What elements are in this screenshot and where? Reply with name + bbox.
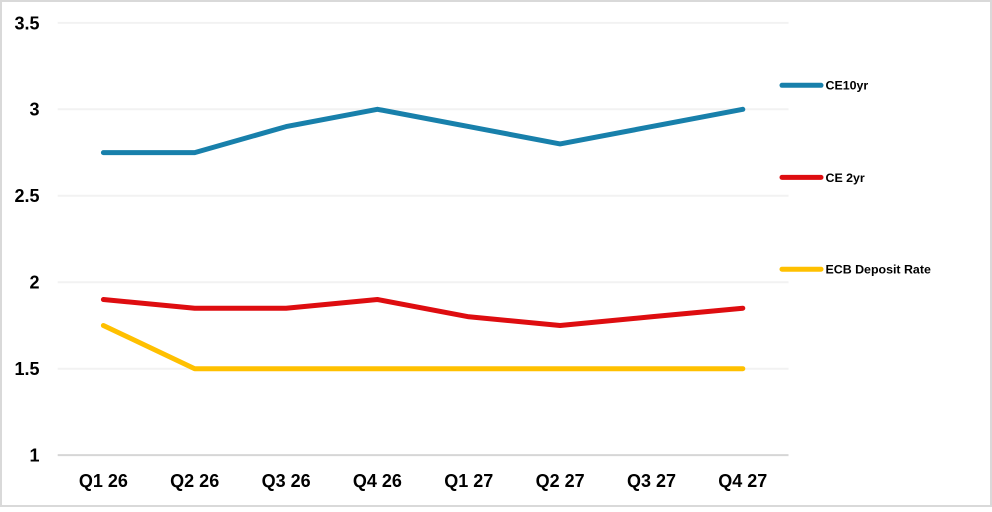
svg-text:2.5: 2.5 [14, 186, 39, 206]
svg-text:1.5: 1.5 [14, 359, 39, 379]
svg-text:Q3 27: Q3 27 [627, 471, 676, 491]
svg-text:Q2 27: Q2 27 [536, 471, 585, 491]
svg-text:3.5: 3.5 [14, 13, 39, 33]
svg-text:ECB Deposit Rate: ECB Deposit Rate [826, 263, 931, 277]
svg-text:1: 1 [29, 446, 39, 466]
svg-text:Q1 27: Q1 27 [444, 471, 493, 491]
svg-text:Q4 26: Q4 26 [353, 471, 402, 491]
svg-text:Q1 26: Q1 26 [79, 471, 128, 491]
svg-text:Q4 27: Q4 27 [718, 471, 767, 491]
svg-text:2: 2 [29, 273, 39, 293]
svg-text:3: 3 [29, 100, 39, 120]
svg-text:CE10yr: CE10yr [826, 79, 869, 93]
svg-text:Q3 26: Q3 26 [262, 471, 311, 491]
svg-text:Q2 26: Q2 26 [170, 471, 219, 491]
svg-text:CE 2yr: CE 2yr [826, 171, 865, 185]
